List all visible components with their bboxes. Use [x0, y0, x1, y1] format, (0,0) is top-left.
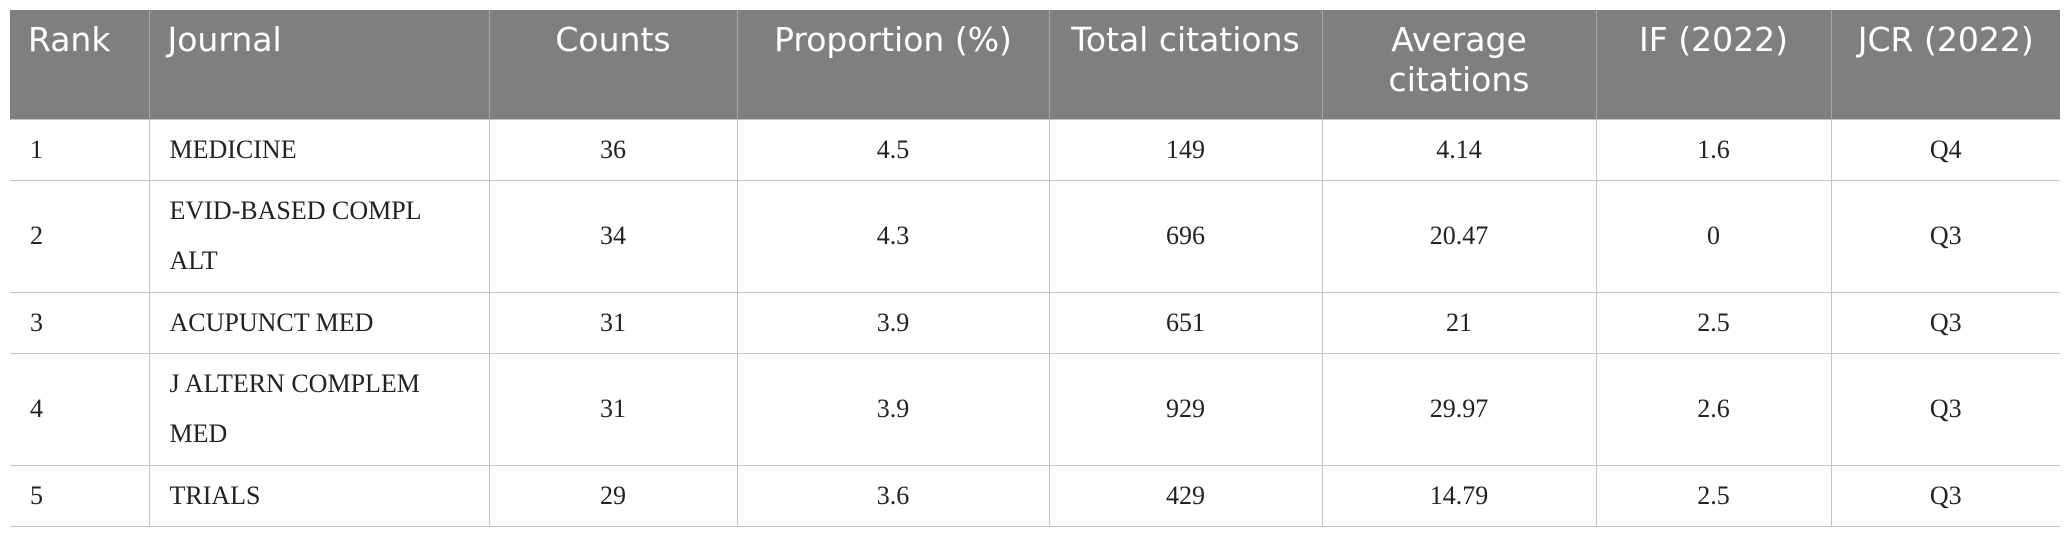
table-cell: 29: [488, 464, 738, 527]
column-header: Average citations: [1321, 10, 1596, 119]
table-cell: 4.3: [736, 179, 1050, 293]
table-cell: 4: [10, 352, 150, 466]
table-cell: 149: [1048, 118, 1323, 181]
table-cell: 14.79: [1321, 464, 1597, 527]
table-cell: MEDICINE: [148, 118, 490, 181]
table-cell: 5: [10, 464, 150, 527]
table-cell: J ALTERN COMPLEM MED: [148, 352, 490, 466]
table-cell: 31: [488, 352, 738, 466]
column-header: Rank: [10, 10, 149, 119]
table-cell: 2: [10, 179, 150, 293]
table-cell: 2.5: [1595, 464, 1832, 527]
table-cell: 3.9: [736, 291, 1050, 354]
column-header: Journal: [148, 10, 489, 119]
table-cell: 31: [488, 291, 738, 354]
table-cell: 3: [10, 291, 150, 354]
table-cell: 20.47: [1321, 179, 1597, 293]
table-cell: EVID-BASED COMPL ALT: [148, 179, 490, 293]
table-cell: 651: [1048, 291, 1323, 354]
column-header: Counts: [488, 10, 737, 119]
column-header: JCR (2022): [1830, 10, 2060, 119]
table-cell: 3.9: [736, 352, 1050, 466]
table-cell: 1: [10, 118, 150, 181]
column-header: Proportion (%): [736, 10, 1049, 119]
table-row: 1 MEDICINE 36 4.5 149 4.14 1.6 Q4: [10, 118, 2060, 181]
journal-table: Rank Journal Counts Proportion (%) Total cit…: [10, 10, 2060, 527]
table-cell: Q3: [1830, 464, 2060, 527]
header-row: Rank Journal Counts Proportion (%) Total cit…: [10, 10, 2060, 119]
table-cell: 429: [1048, 464, 1323, 527]
column-header: IF (2022): [1595, 10, 1831, 119]
table-cell: 696: [1048, 179, 1323, 293]
table-cell: Q3: [1830, 352, 2060, 466]
table-cell: ACUPUNCT MED: [148, 291, 490, 354]
table-cell: Q4: [1830, 118, 2060, 181]
table-body: 1 MEDICINE 36 4.5 149 4.14 1.6 Q4 2 EVID-BASED CO…: [10, 118, 2060, 527]
table-cell: 0: [1595, 179, 1832, 293]
table-cell: Q3: [1830, 179, 2060, 293]
table-cell: 2.5: [1595, 291, 1832, 354]
table-cell: 4.5: [736, 118, 1050, 181]
table-row: 2 EVID-BASED COMPL ALT 34 4.3 696 20.47 0 Q3: [10, 179, 2060, 293]
table-row: 5 TRIALS 29 3.6 429 14.79 2.5 Q3: [10, 464, 2060, 527]
table-cell: 929: [1048, 352, 1323, 466]
table-cell: 2.6: [1595, 352, 1832, 466]
table-cell: TRIALS: [148, 464, 490, 527]
column-header: Total citations: [1048, 10, 1322, 119]
table-cell: 34: [488, 179, 738, 293]
table-cell: 3.6: [736, 464, 1050, 527]
table-row: 3 ACUPUNCT MED 31 3.9 651 21 2.5 Q3: [10, 291, 2060, 354]
table-cell: 1.6: [1595, 118, 1832, 181]
table-cell: 36: [488, 118, 738, 181]
table-cell: 29.97: [1321, 352, 1597, 466]
table-cell: 21: [1321, 291, 1597, 354]
table-cell: 4.14: [1321, 118, 1597, 181]
table-cell: Q3: [1830, 291, 2060, 354]
